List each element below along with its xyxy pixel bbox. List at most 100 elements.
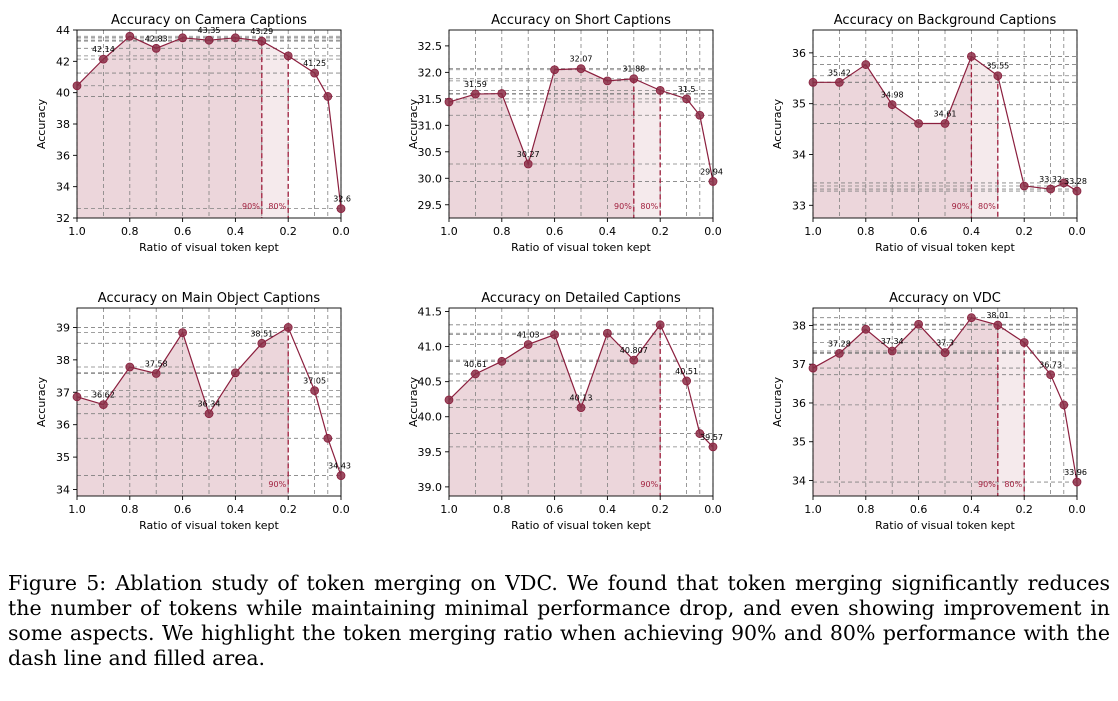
- data-point: [993, 71, 1003, 81]
- data-point: [695, 429, 705, 438]
- y-axis-label: Accuracy: [771, 376, 784, 427]
- y-tick-label: 33: [792, 199, 806, 212]
- data-point: [966, 52, 976, 61]
- threshold-label: 80%: [1004, 480, 1022, 489]
- data-label: 31.88: [622, 65, 645, 74]
- y-tick-label: 34: [792, 148, 806, 161]
- x-tick-label: 0.8: [121, 503, 139, 516]
- data-point: [1072, 186, 1082, 196]
- chart-panel-vdc: Accuracy on VDC 90% 80% 1.0 0.8 0.6 0.4 0.2 0.0 3…: [736, 278, 1108, 548]
- chart-svg: Accuracy on Main Object Captions 90% 1.0 0.…: [35, 291, 351, 532]
- data-label: 36.73: [1039, 361, 1062, 370]
- x-tick-label: 0.2: [279, 503, 297, 516]
- x-tick-label: 0.2: [1015, 503, 1032, 516]
- y-tick-label: 37: [56, 386, 70, 399]
- data-point: [940, 119, 950, 128]
- data-label: 32.6: [333, 195, 351, 204]
- chart-panel-main-object: Accuracy on Main Object Captions 90% 1.0 0.…: [0, 278, 372, 548]
- data-point: [336, 204, 346, 214]
- data-point: [523, 159, 533, 169]
- x-tick-label: 0.8: [121, 225, 139, 238]
- x-tick-label: 0.4: [963, 225, 981, 238]
- y-tick-label: 42: [56, 55, 70, 68]
- plot-frame: [76, 307, 342, 497]
- data-label: 43.29: [250, 27, 273, 36]
- data-point: [283, 323, 293, 332]
- data-label: 29.94: [700, 167, 723, 176]
- data-point: [1046, 370, 1056, 380]
- x-tick-label: 1.0: [68, 225, 86, 238]
- data-point: [993, 320, 1003, 330]
- x-tick-label: 0.2: [651, 503, 669, 516]
- data-point: [695, 110, 705, 120]
- x-tick-label: 0.4: [599, 225, 617, 238]
- chart-title: Accuracy on Short Captions: [491, 13, 671, 28]
- data-point: [323, 92, 333, 101]
- data-point: [204, 409, 214, 419]
- y-tick-label: 35: [56, 451, 70, 464]
- data-label: 37.3: [936, 339, 954, 348]
- fill-area-90: [449, 68, 634, 219]
- data-point: [257, 338, 267, 348]
- chart-svg: Accuracy on Camera Captions 90% 80% 1.0 0.8 0…: [35, 13, 351, 254]
- data-label: 34.98: [881, 91, 904, 100]
- x-tick-label: 1.0: [68, 503, 86, 516]
- data-point: [808, 363, 818, 373]
- data-point: [861, 60, 871, 69]
- data-point: [72, 392, 82, 402]
- data-point: [283, 51, 293, 61]
- x-tick-label: 0.4: [599, 503, 617, 516]
- y-tick-label: 40.0: [418, 411, 443, 424]
- chart-svg: Accuracy on VDC 90% 80% 1.0 0.8 0.6 0.4 0.2 0.0 3…: [771, 291, 1087, 532]
- threshold-label: 90%: [952, 202, 970, 211]
- data-point: [914, 119, 924, 128]
- y-tick-label: 36: [56, 149, 70, 162]
- x-tick-label: 0.8: [857, 503, 875, 516]
- series-line: [448, 323, 714, 448]
- chart-title: Accuracy on VDC: [889, 291, 1001, 306]
- data-point: [257, 36, 267, 46]
- y-tick-label: 30.0: [418, 172, 443, 185]
- data-point: [497, 356, 507, 366]
- data-point: [655, 85, 665, 95]
- y-tick-label: 40: [56, 87, 70, 100]
- data-point: [655, 320, 665, 330]
- y-tick-label: 41.0: [418, 341, 443, 354]
- y-tick-label: 32.5: [418, 40, 443, 53]
- fill-area-90: [813, 317, 998, 496]
- y-axis-label: Accuracy: [407, 376, 420, 427]
- data-point: [471, 89, 480, 99]
- data-point: [178, 33, 188, 43]
- x-tick-label: 0.0: [704, 503, 722, 516]
- data-label: 30.27: [517, 150, 540, 159]
- y-tick-label: 39.5: [418, 446, 443, 459]
- y-tick-label: 39.0: [418, 481, 443, 494]
- y-tick-label: 38: [56, 118, 70, 131]
- data-point: [808, 77, 818, 87]
- data-point: [550, 330, 560, 340]
- data-point: [602, 328, 612, 338]
- y-tick-label: 38: [792, 319, 806, 332]
- chart-title: Accuracy on Camera Captions: [111, 13, 307, 28]
- data-point: [708, 177, 718, 186]
- data-label: 35.55: [986, 62, 1009, 71]
- data-point: [629, 355, 639, 365]
- y-axis-label: Accuracy: [35, 98, 48, 149]
- y-tick-label: 36: [792, 397, 806, 410]
- y-tick-label: 44: [56, 24, 70, 37]
- y-tick-label: 32: [56, 212, 70, 225]
- series-line: [76, 326, 342, 476]
- x-tick-label: 0.0: [1068, 225, 1086, 238]
- data-label: 34.43: [328, 462, 351, 471]
- y-tick-label: 32.0: [418, 66, 443, 79]
- data-point: [336, 471, 346, 480]
- data-label: 42.83: [145, 34, 168, 43]
- data-point: [204, 35, 214, 45]
- y-tick-label: 34: [56, 181, 70, 194]
- fill-area-80: [971, 56, 998, 218]
- x-axis-label: Ratio of visual token kept: [511, 519, 651, 532]
- x-tick-label: 0.8: [493, 225, 511, 238]
- data-point: [682, 376, 692, 386]
- data-label: 37.58: [145, 359, 168, 368]
- data-label: 42.14: [92, 45, 115, 54]
